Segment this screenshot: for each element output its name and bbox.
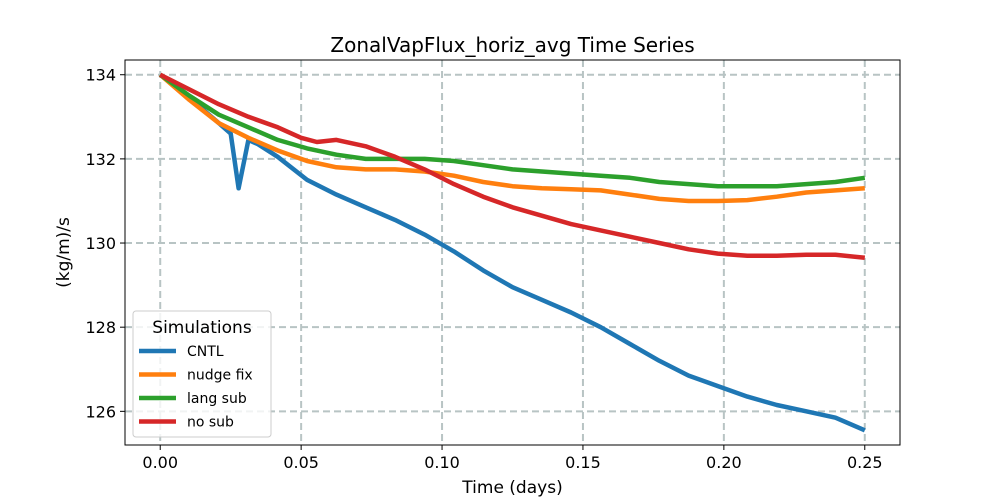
chart-title: ZonalVapFlux_horiz_avg Time Series bbox=[330, 33, 694, 57]
legend-label-cntl: CNTL bbox=[187, 344, 224, 360]
series-lines bbox=[158, 72, 866, 433]
series-line-lang-sub bbox=[158, 72, 866, 189]
legend-label-nudge-fix: nudge fix bbox=[187, 368, 253, 384]
series-line-nudge-fix bbox=[158, 72, 865, 204]
legend-label-lang-sub: lang sub bbox=[187, 391, 247, 407]
x-tick-label: 0.10 bbox=[424, 453, 460, 472]
grid bbox=[125, 60, 900, 445]
legend: Simulations CNTL nudge fix lang sub no sub bbox=[132, 310, 272, 438]
y-tick-label: 134 bbox=[85, 66, 116, 85]
series-line-cntl bbox=[158, 72, 866, 433]
legend-title: Simulations bbox=[152, 318, 252, 338]
legend-box bbox=[132, 310, 272, 438]
y-axis-label: (kg/m)/s bbox=[54, 217, 74, 288]
series-line-no-sub bbox=[159, 72, 866, 261]
axis-ticks: 0.00 0.05 0.10 0.15 0.20 0.25 126 128 130 132 134 bbox=[85, 66, 882, 472]
y-tick-label: 126 bbox=[85, 402, 116, 421]
y-tick-label: 130 bbox=[85, 234, 116, 253]
x-tick-label: 0.20 bbox=[706, 453, 742, 472]
x-tick-label: 0.05 bbox=[283, 453, 319, 472]
x-tick-label: 0.00 bbox=[142, 453, 178, 472]
legend-label-no-sub: no sub bbox=[187, 415, 234, 431]
x-tick-label: 0.15 bbox=[565, 453, 601, 472]
x-tick-label: 0.25 bbox=[847, 453, 883, 472]
plot-frame bbox=[124, 59, 901, 446]
y-tick-label: 132 bbox=[85, 150, 116, 169]
y-tick-label: 128 bbox=[85, 318, 116, 337]
x-axis-label: Time (days) bbox=[461, 478, 562, 498]
